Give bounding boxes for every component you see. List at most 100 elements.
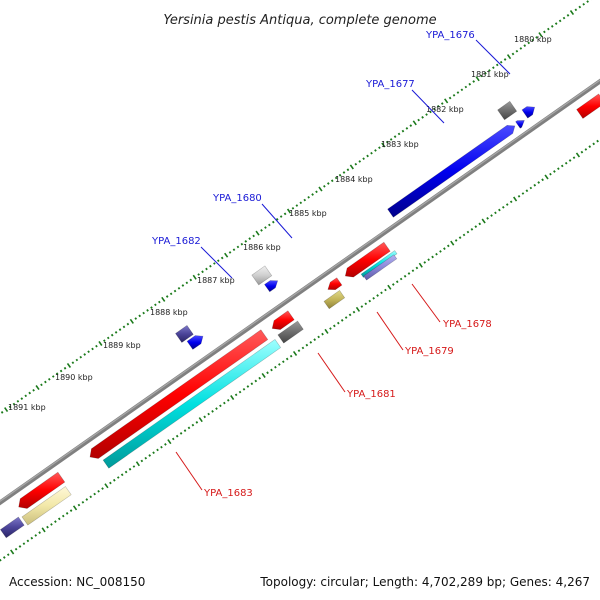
tick-label: 1883 kbp bbox=[381, 140, 419, 149]
tick-mark bbox=[535, 36, 538, 39]
tick-mark bbox=[478, 222, 482, 226]
gene-block[interactable] bbox=[363, 254, 398, 281]
tick-mark bbox=[207, 412, 210, 416]
tick-mark bbox=[503, 58, 507, 61]
tick-mark bbox=[71, 361, 75, 365]
tick-mark bbox=[258, 376, 262, 380]
tick-mark bbox=[124, 470, 128, 474]
gene-block[interactable] bbox=[277, 320, 304, 344]
gene-block[interactable] bbox=[387, 124, 516, 218]
tick-mark bbox=[433, 107, 436, 111]
tick-mark bbox=[57, 517, 61, 521]
gene-label-ypa-1677[interactable]: YPA_1677 bbox=[365, 79, 415, 90]
gene-block[interactable] bbox=[18, 471, 66, 509]
tick-mark bbox=[97, 489, 100, 493]
gene-label-ypa-1681[interactable]: YPA_1681 bbox=[346, 389, 396, 400]
gene-block[interactable] bbox=[0, 516, 25, 539]
tick-mark bbox=[274, 365, 277, 369]
tick-mark bbox=[281, 360, 285, 364]
tick-mark bbox=[495, 63, 499, 67]
tick-mark bbox=[261, 372, 266, 378]
gene-block[interactable] bbox=[327, 277, 343, 291]
gene-block[interactable] bbox=[251, 265, 273, 286]
tick-mark bbox=[417, 118, 420, 122]
tick-mark bbox=[161, 296, 166, 302]
tick-mark bbox=[334, 176, 338, 180]
gene-block[interactable] bbox=[323, 289, 346, 310]
tick-label: 1885 kbp bbox=[289, 209, 327, 218]
tick-mark bbox=[486, 216, 489, 220]
tick-mark bbox=[59, 369, 63, 373]
tick-mark bbox=[81, 500, 85, 504]
tick-mark bbox=[554, 22, 558, 25]
gene-block[interactable] bbox=[515, 120, 525, 129]
tick-mark bbox=[523, 44, 527, 47]
gene-block[interactable] bbox=[89, 329, 269, 459]
tick-mark bbox=[191, 423, 195, 427]
tick-mark bbox=[209, 264, 212, 268]
tick-mark bbox=[220, 256, 224, 260]
tick-mark bbox=[511, 52, 515, 56]
tick-mark bbox=[140, 459, 144, 463]
tick-mark bbox=[34, 534, 38, 537]
tick-mark bbox=[114, 331, 118, 334]
tick-mark bbox=[393, 135, 397, 139]
leader-line bbox=[411, 89, 445, 124]
tick-mark bbox=[47, 377, 51, 381]
gene-block[interactable] bbox=[264, 280, 279, 293]
tick-mark bbox=[268, 223, 271, 227]
tick-mark bbox=[564, 161, 568, 165]
tick-mark bbox=[549, 172, 552, 176]
tick-label: 1884 kbp bbox=[335, 175, 373, 184]
tick-mark bbox=[499, 60, 503, 64]
gene-block[interactable] bbox=[521, 106, 536, 119]
tick-mark bbox=[460, 88, 464, 92]
tick-mark bbox=[389, 138, 393, 141]
tick-mark bbox=[197, 273, 200, 276]
tick-mark bbox=[568, 159, 572, 162]
tick-mark bbox=[35, 385, 40, 391]
gene-block[interactable] bbox=[175, 324, 194, 343]
tick-mark bbox=[236, 245, 240, 249]
tick-mark bbox=[61, 514, 65, 518]
tick-mark bbox=[311, 193, 314, 196]
gene-block[interactable] bbox=[344, 241, 391, 278]
gene-label-ypa-1679[interactable]: YPA_1679 bbox=[404, 346, 454, 357]
tick-mark bbox=[213, 262, 216, 265]
gene-label-ypa-1680[interactable]: YPA_1680 bbox=[212, 193, 262, 204]
gene-block[interactable] bbox=[360, 250, 398, 278]
gene-block[interactable] bbox=[186, 335, 204, 350]
gene-block[interactable] bbox=[102, 338, 282, 469]
tick-mark bbox=[355, 306, 361, 312]
tick-mark bbox=[250, 382, 254, 386]
tick-mark bbox=[266, 371, 269, 375]
gene-label-ypa-1683[interactable]: YPA_1683 bbox=[203, 488, 253, 499]
gene-label-ypa-1676[interactable]: YPA_1676 bbox=[425, 30, 475, 41]
tick-mark bbox=[171, 437, 175, 441]
tick-label: 1886 kbp bbox=[243, 243, 281, 252]
gene-block[interactable] bbox=[21, 486, 72, 526]
tick-mark bbox=[572, 156, 576, 160]
gene-block[interactable] bbox=[576, 93, 600, 119]
tick-mark bbox=[533, 183, 537, 187]
tick-mark bbox=[575, 152, 581, 158]
tick-mark bbox=[537, 181, 541, 184]
tick-mark bbox=[409, 124, 413, 127]
gene-block[interactable] bbox=[271, 310, 295, 330]
tick-mark bbox=[326, 182, 330, 185]
tick-label: 1889 kbp bbox=[103, 341, 141, 350]
gene-block[interactable] bbox=[497, 100, 518, 121]
tick-mark bbox=[14, 547, 18, 551]
gene-features bbox=[0, 93, 600, 539]
tick-mark bbox=[338, 173, 342, 177]
gene-label-ypa-1678[interactable]: YPA_1678 bbox=[442, 319, 492, 330]
tick-mark bbox=[93, 492, 96, 496]
tick-mark bbox=[169, 292, 173, 296]
gene-label-ypa-1682[interactable]: YPA_1682 bbox=[151, 236, 201, 247]
tick-mark bbox=[529, 186, 533, 190]
tick-mark bbox=[110, 333, 114, 337]
tick-mark bbox=[201, 270, 204, 274]
tick-mark bbox=[346, 168, 350, 172]
tick-mark bbox=[232, 248, 236, 252]
tick-mark bbox=[569, 10, 575, 16]
